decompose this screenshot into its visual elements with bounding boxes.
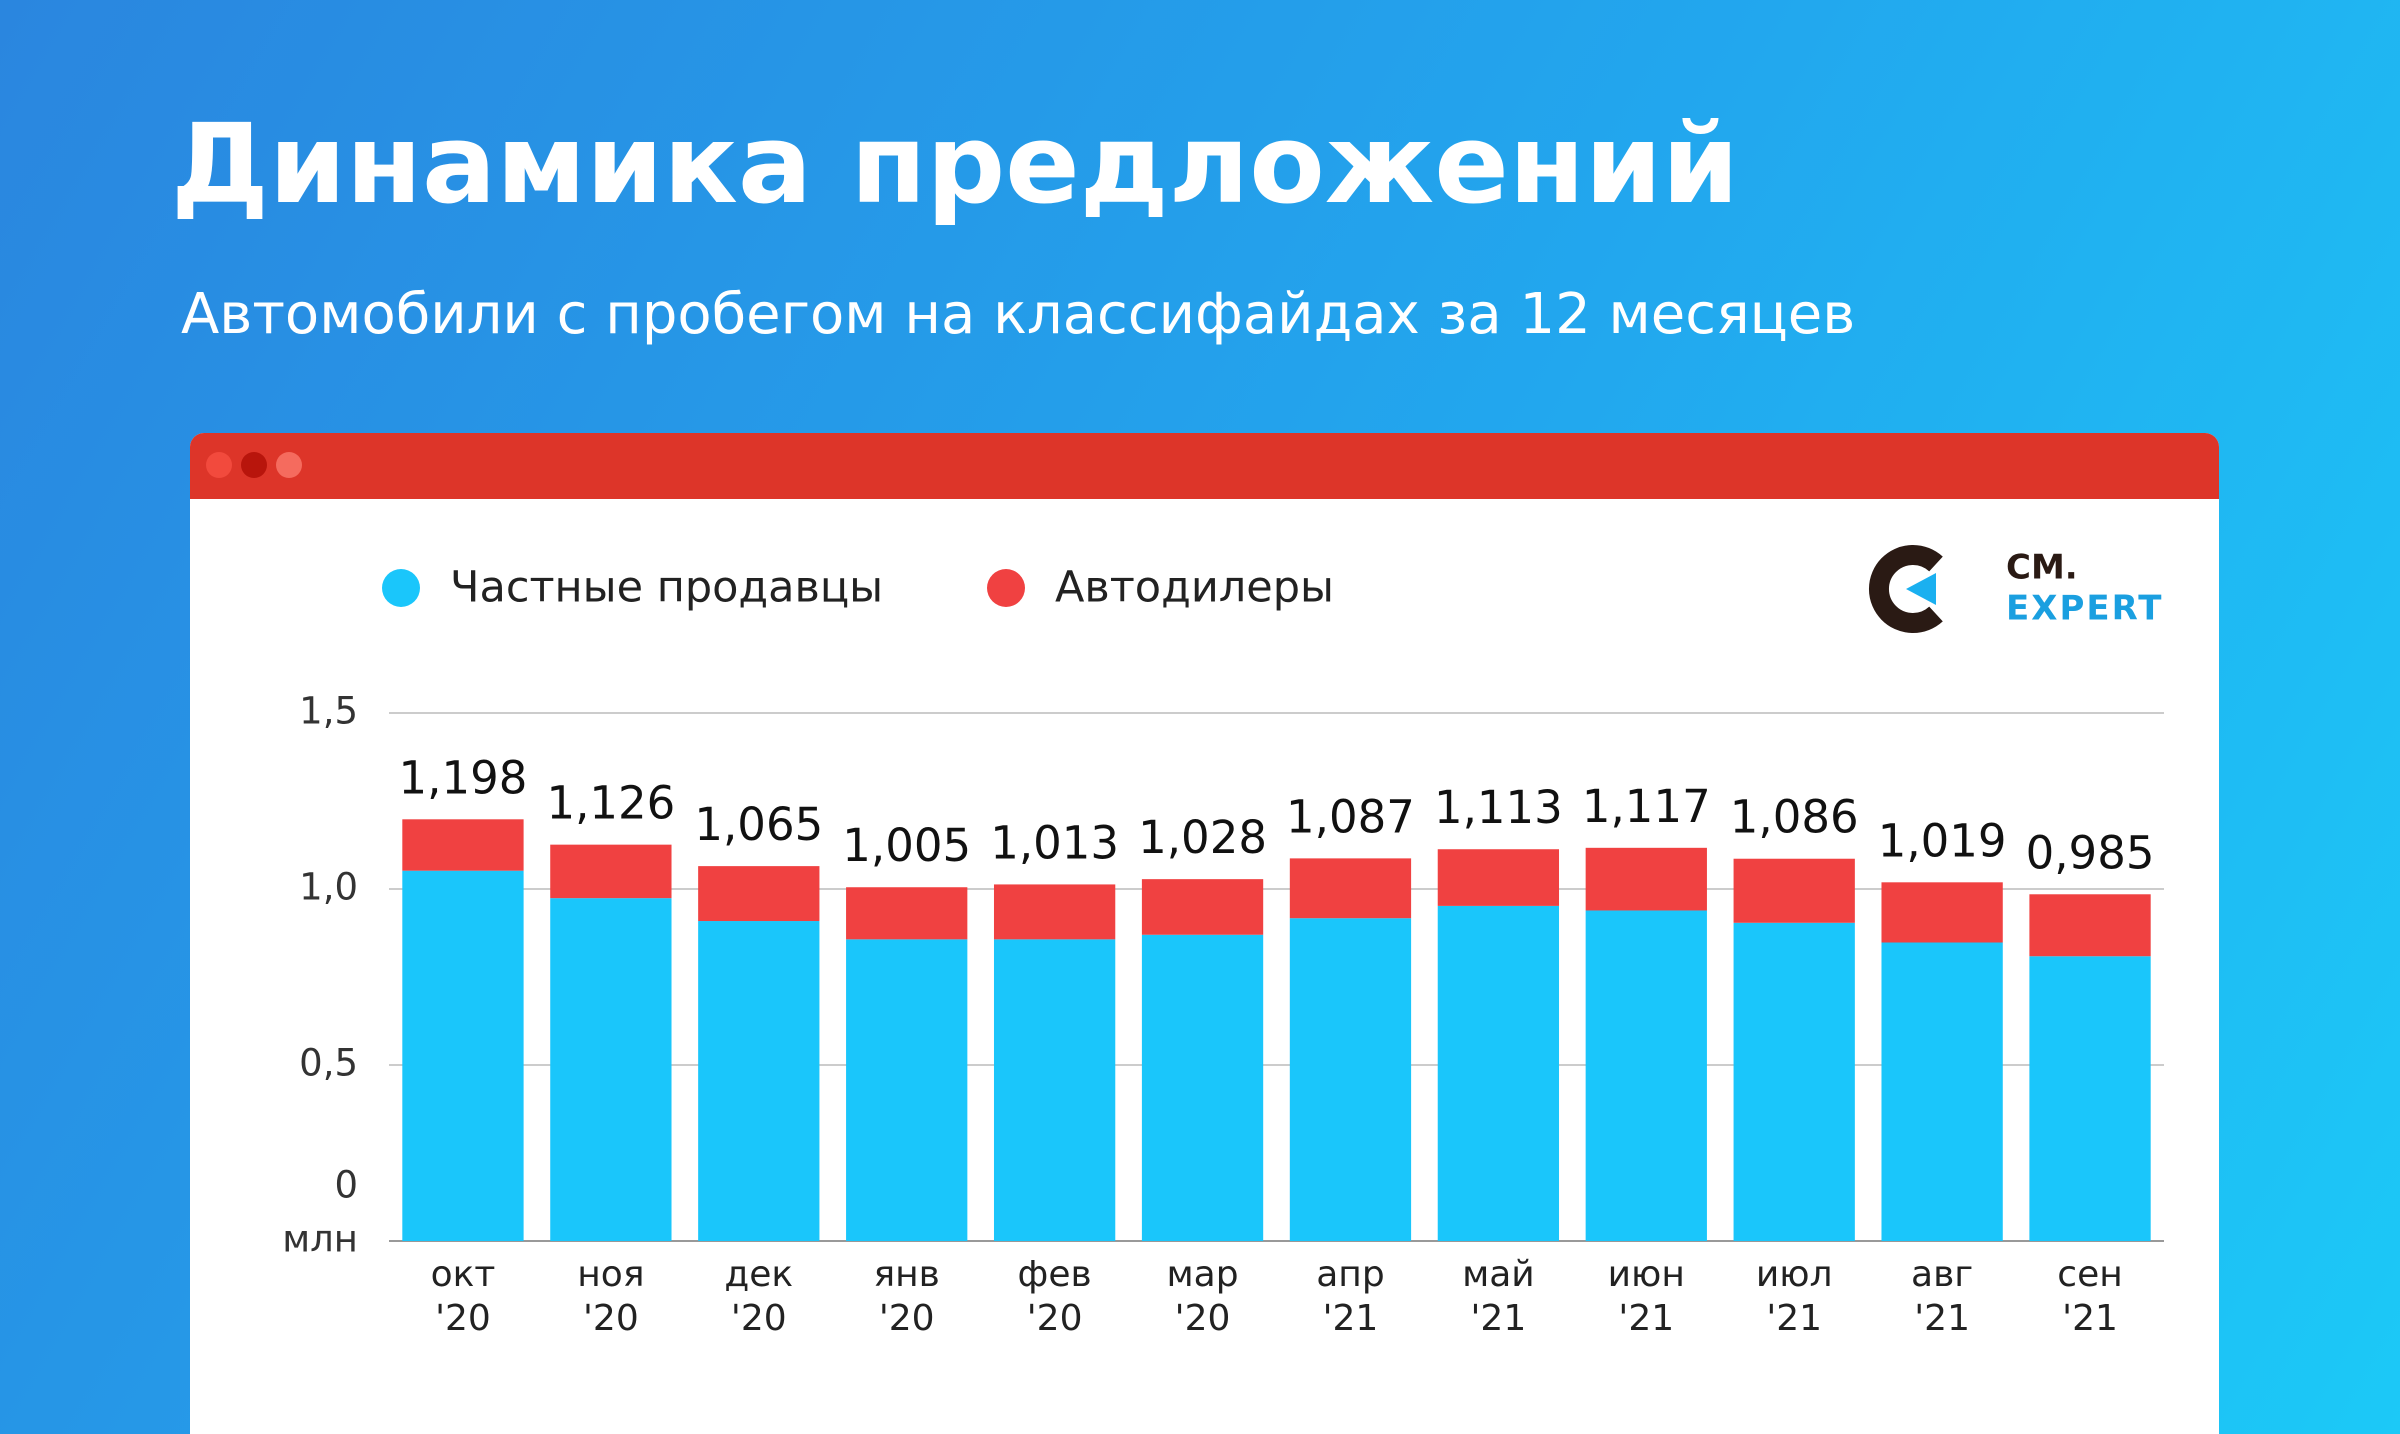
x-tick-label: дек '20 xyxy=(724,1254,794,1339)
chart: CM. EXPERT Частные продавцы Автодилеры 0 0,… xyxy=(282,545,2164,1261)
bar-segment xyxy=(1289,858,1412,919)
logo-icon xyxy=(1869,545,1943,633)
y-tick-label: 0,5 xyxy=(299,1042,358,1085)
total-label: 1,087 xyxy=(1286,790,1415,843)
bar-segment xyxy=(1881,942,2003,1241)
x-tick-label: фев '20 xyxy=(1017,1254,1092,1339)
window-dot xyxy=(206,452,232,478)
total-label: 0,985 xyxy=(2026,826,2155,879)
x-tick-label: апр '21 xyxy=(1316,1254,1385,1339)
y-tick-label: 1,5 xyxy=(299,690,358,733)
x-tick-label: сен '21 xyxy=(2057,1254,2123,1339)
bar-segment xyxy=(1585,910,1707,1241)
total-label: 1,086 xyxy=(1730,791,1859,844)
total-label: 1,013 xyxy=(990,816,1119,869)
total-label: 1,198 xyxy=(399,751,528,804)
bar-segment xyxy=(1585,847,1707,911)
total-label: 1,005 xyxy=(842,819,971,872)
bar-segment xyxy=(993,939,1116,1241)
total-label: 1,117 xyxy=(1582,780,1711,833)
total-label: 1,126 xyxy=(546,777,675,830)
bar-segment xyxy=(1141,879,1264,935)
bar-segment xyxy=(2029,894,2151,957)
legend-label: Автодилеры xyxy=(1055,563,1334,613)
bar-segment xyxy=(1437,905,1560,1241)
bar-segment xyxy=(1733,922,1855,1241)
bar-segment xyxy=(2029,956,2151,1241)
window-dot xyxy=(276,452,302,478)
logo-text: CM. xyxy=(2006,548,2078,588)
chart-card: CM. EXPERT Частные продавцы Автодилеры 0 0,… xyxy=(190,433,2219,1434)
legend-marker xyxy=(382,569,420,607)
x-tick-label: ноя '20 xyxy=(577,1254,645,1339)
bar-segment xyxy=(846,887,968,940)
logo-icon xyxy=(1906,573,1936,605)
bar-segment xyxy=(550,898,672,1241)
bar-segment xyxy=(846,939,968,1241)
y-axis-label: млн xyxy=(282,1218,358,1261)
bar-segment xyxy=(402,870,524,1241)
subtitle: Автомобили с пробегом на классифайдах за… xyxy=(181,282,1856,347)
bar-segment xyxy=(550,844,672,899)
logo: CM. EXPERT xyxy=(1869,545,2163,633)
legend-marker xyxy=(987,569,1025,607)
logo-text: EXPERT xyxy=(2006,589,2163,629)
bar-segment xyxy=(402,819,524,871)
total-label: 1,019 xyxy=(1878,814,2007,867)
bar-segment xyxy=(1141,934,1264,1241)
card-header xyxy=(190,433,2219,499)
x-tick-label: май '21 xyxy=(1462,1254,1535,1339)
x-tick-label: авг '21 xyxy=(1911,1254,1974,1339)
total-label: 1,028 xyxy=(1138,811,1267,864)
y-tick-label: 1,0 xyxy=(299,866,358,909)
bar-segment xyxy=(1733,858,1855,923)
x-tick-label: июн '21 xyxy=(1607,1254,1685,1339)
bar-segment xyxy=(698,921,820,1241)
bar-segment xyxy=(1437,849,1560,906)
x-tick-label: окт '20 xyxy=(430,1254,496,1339)
x-tick-label: июл '21 xyxy=(1755,1254,1833,1339)
window-dot xyxy=(241,452,267,478)
total-label: 1,113 xyxy=(1434,781,1563,834)
y-tick-label: 0 xyxy=(334,1164,358,1207)
bar-segment xyxy=(1881,882,2003,943)
x-tick-label: мар '20 xyxy=(1166,1254,1239,1339)
bar-segment xyxy=(1289,918,1412,1241)
bar-segment xyxy=(993,884,1116,940)
legend-label: Частные продавцы xyxy=(450,563,883,613)
total-label: 1,065 xyxy=(694,798,823,851)
x-tick-label: янв '20 xyxy=(873,1254,940,1339)
title: Динамика предложений xyxy=(171,100,1739,228)
bar-segment xyxy=(698,866,820,922)
